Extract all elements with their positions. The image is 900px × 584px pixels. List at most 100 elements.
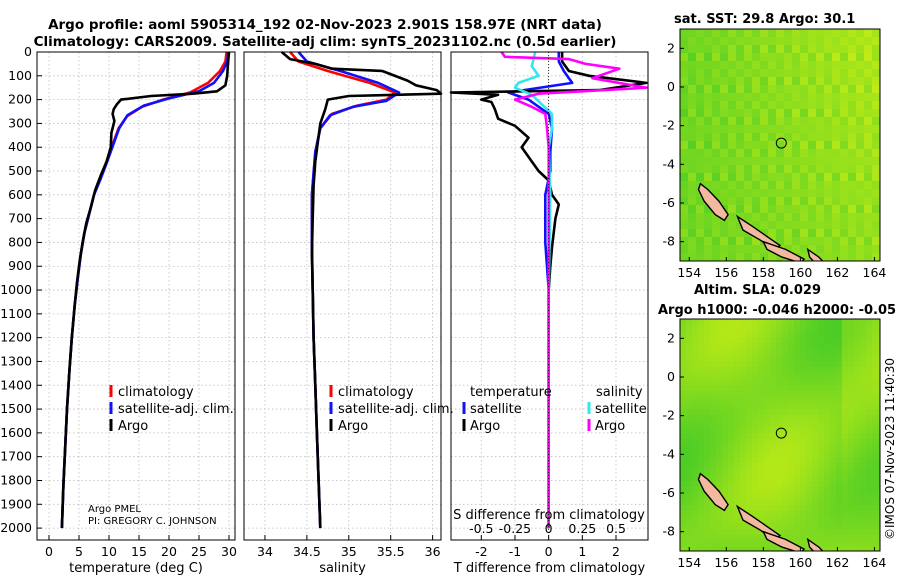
- map-cell: [794, 541, 801, 548]
- map-cell: [812, 415, 819, 422]
- map-cell: [722, 457, 729, 464]
- map-cell: [680, 331, 687, 338]
- map-cell: [696, 165, 705, 174]
- map-cell: [728, 37, 737, 46]
- map-cell: [784, 157, 793, 166]
- map-cell: [836, 319, 843, 326]
- map-cell: [736, 141, 745, 150]
- map-cell: [758, 475, 765, 482]
- map-cell: [806, 355, 813, 362]
- y-tick-label: 1300: [0, 353, 32, 368]
- map-cell: [752, 529, 759, 536]
- map-cell: [716, 481, 723, 488]
- map-cell: [716, 535, 723, 542]
- map-cell: [878, 529, 880, 536]
- map-cell: [776, 439, 783, 446]
- map-cell: [758, 379, 765, 386]
- map-cell: [728, 529, 735, 536]
- map-cell: [784, 61, 793, 70]
- map-cell: [680, 505, 687, 512]
- map-cell: [794, 391, 801, 398]
- x-tick-label: 5: [75, 544, 83, 559]
- map-cell: [734, 325, 741, 332]
- map-cell: [832, 221, 841, 230]
- map-cell: [686, 511, 693, 518]
- map-cell: [824, 349, 831, 356]
- map-cell: [812, 403, 819, 410]
- map-cell: [808, 45, 817, 54]
- map-cell: [692, 535, 699, 542]
- map-cell: [758, 373, 765, 380]
- map-cell: [854, 409, 861, 416]
- map-cell: [812, 325, 819, 332]
- map-cell: [776, 133, 785, 142]
- map-cell: [698, 385, 705, 392]
- map-cell: [818, 343, 825, 350]
- map-y-tick-label: -8: [663, 524, 676, 539]
- map-cell: [686, 415, 693, 422]
- map-cell: [728, 61, 737, 70]
- map-cell: [752, 403, 759, 410]
- map-cell: [680, 493, 687, 500]
- map-cell: [728, 253, 737, 261]
- map-cell: [746, 319, 753, 326]
- map-cell: [866, 367, 873, 374]
- map-cell: [680, 421, 687, 428]
- map-cell: [752, 379, 759, 386]
- map-cell: [704, 499, 711, 506]
- map-cell: [830, 427, 837, 434]
- map-cell: [866, 499, 873, 506]
- map-cell: [686, 427, 693, 434]
- y-tick-label: 900: [8, 258, 32, 273]
- map-cell: [752, 343, 759, 350]
- map-cell: [842, 445, 849, 452]
- map-cell: [764, 415, 771, 422]
- map-cell: [758, 529, 765, 536]
- map-cell: [842, 439, 849, 446]
- map-cell: [752, 93, 761, 102]
- land-polygon: [697, 182, 729, 222]
- map-cell: [812, 433, 819, 440]
- map-cell: [696, 93, 705, 102]
- map-cell: [842, 499, 849, 506]
- difference-legend: temperature salinity satellite Argo sate…: [462, 385, 647, 434]
- map-cell: [776, 189, 785, 198]
- map-cell: [680, 415, 687, 422]
- map-cell: [860, 373, 867, 380]
- map-cell: [878, 463, 880, 470]
- map-cell: [764, 427, 771, 434]
- map-cell: [808, 117, 817, 126]
- map-cell: [832, 237, 841, 246]
- map-cell: [806, 373, 813, 380]
- map-cell: [872, 205, 880, 214]
- map-cell: [800, 45, 809, 54]
- map-cell: [728, 373, 735, 380]
- map-cell: [720, 109, 729, 118]
- map-cell: [776, 337, 783, 344]
- map-cell: [728, 205, 737, 214]
- map-cell: [806, 343, 813, 350]
- map-cell: [856, 173, 865, 182]
- map-cell: [734, 397, 741, 404]
- map-cell: [752, 61, 761, 70]
- map-cell: [704, 439, 711, 446]
- map-cell: [842, 469, 849, 476]
- map-cell: [808, 77, 817, 86]
- map-cell: [788, 481, 795, 488]
- map-cell: [788, 373, 795, 380]
- map-cell: [848, 141, 857, 150]
- map-cell: [704, 391, 711, 398]
- map-cell: [704, 523, 711, 530]
- map-cell: [800, 53, 809, 62]
- map-cell: [832, 213, 841, 222]
- map-cell: [816, 141, 825, 150]
- credit-line2: PI: GREGORY C. JOHNSON: [88, 516, 217, 527]
- map-cell: [740, 505, 747, 512]
- map-cell: [740, 409, 747, 416]
- map-cell: [836, 481, 843, 488]
- map-cell: [698, 355, 705, 362]
- map-cell: [722, 469, 729, 476]
- map-cell: [716, 361, 723, 368]
- map-cell: [840, 253, 849, 261]
- map-cell: [728, 541, 735, 548]
